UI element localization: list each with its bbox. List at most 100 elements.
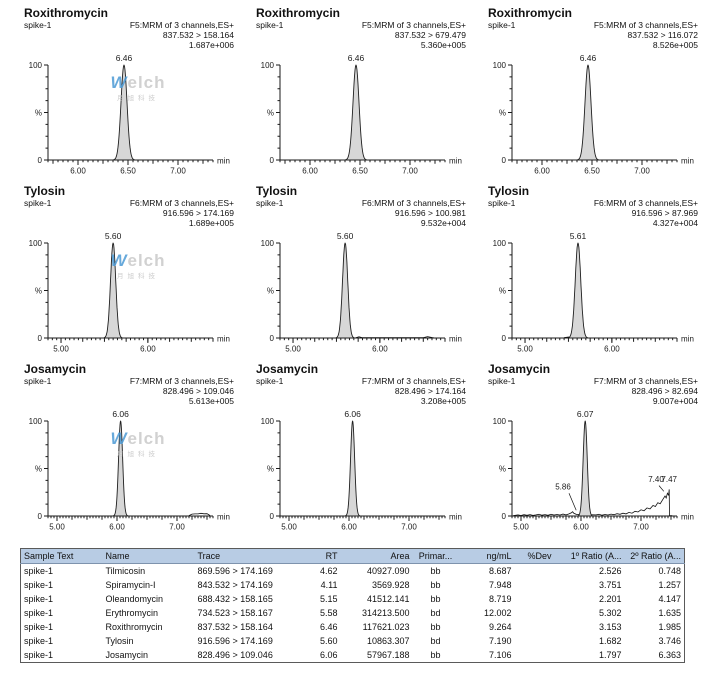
chromatogram-panel[interactable]: Josamycin spike-1 F7:MRM of 3 channels,E… — [472, 362, 704, 540]
table-cell: 6.46 — [319, 622, 338, 632]
column-header[interactable]: RT — [306, 548, 341, 564]
table-cell: spike-1 — [24, 594, 54, 604]
y-min-label: 0 — [38, 512, 43, 521]
chromatogram-panel[interactable]: Tylosin spike-1 F6:MRM of 3 channels,ES+… — [8, 184, 240, 362]
channel-function: F6:MRM of 3 channels,ES+ — [361, 198, 466, 208]
column-header[interactable]: %Dev — [514, 548, 555, 564]
axes — [44, 64, 214, 165]
chromatogram-plot: 5.00 6.00 100 0% min 5.60 — [29, 231, 230, 354]
channel-function: F6:MRM of 3 channels,ES+ — [593, 198, 698, 208]
table-cell: 10863.307 — [366, 636, 410, 646]
chromatogram-grid: Roxithromycin spike-1 F5:MRM of 3 channe… — [8, 6, 703, 540]
peak-intensity: 3.208e+005 — [420, 396, 466, 406]
peak — [574, 64, 602, 161]
chromatogram-panel[interactable]: Josamycin spike-1 F7:MRM of 3 channels,E… — [240, 362, 472, 540]
table-header-row: Sample Text Name Trace RT Area Primar... ng/mL… — [20, 548, 685, 564]
channel-annotation: F5:MRM of 3 channels,ES+ 837.532 > 679.4… — [362, 20, 466, 50]
y-min-label: 0 — [38, 156, 43, 165]
table-cell: 40927.090 — [366, 566, 410, 576]
x-axis-unit-label: min — [449, 335, 462, 344]
chromatogram-panel[interactable]: Roxithromycin spike-1 F5:MRM of 3 channe… — [240, 6, 472, 184]
table-row[interactable]: spike-1 Tilmicosin 869.596 > 174.169 4.62 40… — [21, 564, 685, 579]
x-tick-label: 6.00 — [372, 345, 388, 354]
chromatogram-panel[interactable]: Tylosin spike-1 F6:MRM of 3 channels,ES+… — [240, 184, 472, 362]
panel-header: spike-1 F6:MRM of 3 channels,ES+ 916.596… — [240, 198, 472, 228]
y-max-label: 100 — [29, 61, 43, 70]
peak — [344, 420, 361, 517]
x-tick-label: 7.00 — [402, 167, 418, 176]
x-tick-label: 5.00 — [513, 523, 529, 532]
sample-label: spike-1 — [256, 20, 284, 30]
y-min-label: 0 — [270, 156, 275, 165]
column-header[interactable]: Primar... — [412, 548, 459, 564]
x-tick-label: 5.00 — [285, 345, 301, 354]
table-cell — [515, 592, 555, 606]
channel-function: F7:MRM of 3 channels,ES+ — [593, 376, 698, 386]
y-max-label: 100 — [29, 239, 43, 248]
annotation-leader — [568, 493, 577, 511]
table-cell: 9.264 — [488, 622, 512, 632]
peak-intensity: 9.532e+004 — [420, 218, 466, 228]
chromatogram-plot: 6.00 6.50 7.00 100 0% min 6.46 — [261, 53, 462, 176]
table-row[interactable]: spike-1 Josamycin 828.496 > 109.046 6.06 579… — [21, 648, 685, 663]
table-cell: 916.596 > 174.169 — [197, 636, 273, 646]
column-header[interactable]: Name — [102, 548, 195, 564]
chromatogram-panel[interactable]: Roxithromycin spike-1 F5:MRM of 3 channe… — [472, 6, 704, 184]
table-cell: 3.153 — [598, 622, 622, 632]
mrm-transition: 837.532 > 116.072 — [627, 30, 698, 40]
column-header[interactable]: Sample Text — [20, 548, 103, 564]
column-header[interactable]: Trace — [194, 548, 307, 564]
column-header[interactable]: 1º Ratio (A... — [554, 548, 625, 564]
peak-rt-label: 6.06 — [112, 409, 129, 419]
table-cell: 1.682 — [598, 636, 622, 646]
column-header[interactable]: Area — [340, 548, 413, 564]
mrm-transition: 828.496 > 82.694 — [631, 386, 698, 396]
chromatogram-plot: 5.00 6.00 7.00 100 0% min 6.06 — [261, 409, 462, 532]
table-cell: Oleandomycin — [105, 594, 164, 604]
table-cell — [515, 620, 555, 634]
table-row[interactable]: spike-1 Oleandomycin 688.432 > 158.165 5.15… — [21, 592, 685, 606]
y-axis-unit-label: % — [267, 465, 274, 474]
column-header[interactable]: ng/mL — [458, 548, 515, 564]
table-cell: 57967.188 — [366, 650, 410, 660]
table-row[interactable]: spike-1 Roxithromycin 837.532 > 158.164 6.4… — [21, 620, 685, 634]
peak-intensity: 8.526e+005 — [652, 40, 698, 50]
y-axis-unit-label: % — [35, 109, 42, 118]
peak — [101, 242, 125, 339]
chromatogram-panel[interactable]: Tylosin spike-1 F6:MRM of 3 channels,ES+… — [472, 184, 704, 362]
table-cell: 5.302 — [598, 608, 622, 618]
channel-annotation: F7:MRM of 3 channels,ES+ 828.496 > 109.0… — [130, 376, 234, 406]
peak — [342, 64, 370, 161]
panel-header: spike-1 F7:MRM of 3 channels,ES+ 828.496… — [240, 376, 472, 406]
table-cell: 843.532 > 174.169 — [197, 580, 273, 590]
chromatogram-panel[interactable]: Josamycin spike-1 F7:MRM of 3 channels,E… — [8, 362, 240, 540]
peak — [112, 420, 129, 517]
table-cell: 828.496 > 109.046 — [197, 650, 273, 660]
results-table-wrap: Sample Text Name Trace RT Area Primar... ng/mL… — [20, 548, 703, 663]
peak-rt-label: 6.07 — [577, 409, 594, 419]
panel-header: spike-1 F5:MRM of 3 channels,ES+ 837.532… — [472, 20, 704, 50]
axes — [508, 420, 678, 521]
axes — [44, 420, 214, 521]
table-row[interactable]: spike-1 Spiramycin-I 843.532 > 174.169 4.11… — [21, 578, 685, 592]
table-cell: Roxithromycin — [105, 622, 163, 632]
table-cell: 4.147 — [658, 594, 681, 604]
column-header[interactable]: 2º Ratio (A... — [624, 548, 685, 564]
table-cell: 5.58 — [319, 608, 338, 618]
table-cell: 688.432 > 158.165 — [197, 594, 273, 604]
y-axis-unit-label: % — [35, 287, 42, 296]
chromatogram-panel[interactable]: Roxithromycin spike-1 F5:MRM of 3 channe… — [8, 6, 240, 184]
x-axis-unit-label: min — [217, 335, 230, 344]
x-axis-unit-label: min — [217, 157, 230, 166]
peak-rt-label: 5.60 — [105, 231, 122, 241]
table-row[interactable]: spike-1 Tylosin 916.596 > 174.169 5.60 10863… — [21, 634, 685, 648]
axes — [44, 242, 214, 343]
x-tick-label: 7.00 — [169, 523, 185, 532]
table-row[interactable]: spike-1 Erythromycin 734.523 > 158.167 5.58… — [21, 606, 685, 620]
axes — [508, 242, 678, 343]
table-cell: spike-1 — [24, 580, 54, 590]
y-axis-unit-label: % — [499, 109, 506, 118]
sample-label: spike-1 — [256, 376, 284, 386]
x-axis-unit-label: min — [449, 157, 462, 166]
x-tick-label: 5.00 — [53, 345, 69, 354]
